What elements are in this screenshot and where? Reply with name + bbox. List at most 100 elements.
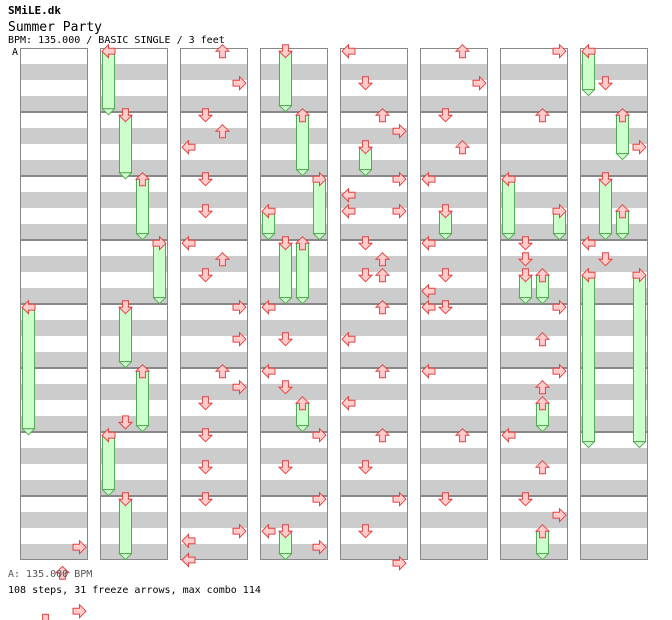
freeze-arrow [633,274,646,443]
freeze-tail [278,297,293,305]
beat-stripe [180,96,248,112]
step-arrow-left [261,299,276,315]
beat-stripe [500,160,568,176]
measure-border [260,112,328,176]
beat-stripe [260,448,328,464]
freeze-tail [135,425,150,433]
measure-border [100,48,168,112]
step-arrow-up [374,299,391,315]
beat-stripe [500,256,568,272]
freeze-head-arrow [117,108,134,123]
measure-border [260,432,328,496]
beat-stripe [20,448,88,464]
beat-stripe [260,544,328,560]
beat-stripe [20,256,88,272]
step-arrow-down [197,396,214,411]
step-arrow-up [374,363,391,379]
step-arrow-down [197,428,214,443]
step-arrow-right [392,491,407,507]
step-arrow-right [312,491,327,507]
beat-stripe [180,416,248,432]
beat-stripe [100,512,168,528]
beat-stripe [500,96,568,112]
freeze-head-arrow [294,395,311,411]
step-arrow-up [374,251,391,267]
measure-border [580,304,648,368]
freeze-tail [295,297,310,305]
freeze-arrow [102,50,115,110]
beat-stripe [100,544,168,560]
measure-border [20,304,88,368]
beat-stripe [580,544,648,560]
beat-stripe [580,288,648,304]
measure-border [180,112,248,176]
measure-border [340,432,408,496]
beat-stripe [100,128,168,144]
site-logo[interactable]: SMiLE.dk [8,4,61,17]
step-arrow-down [517,492,534,507]
measure-border [500,304,568,368]
beat-stripe [20,384,88,400]
freeze-head-arrow [581,267,596,283]
step-arrow-right [632,139,647,155]
freeze-arrow [22,306,35,430]
beat-stripe [580,352,648,368]
beat-stripe [20,64,88,80]
beat-stripe [180,448,248,464]
beat-stripe [180,480,248,496]
freeze-head-arrow [517,268,534,283]
measure-border [180,496,248,560]
beat-stripe [20,192,88,208]
beat-stripe [500,128,568,144]
beat-stripe [100,224,168,240]
freeze-arrow [279,50,292,107]
step-arrow-right [392,555,407,571]
beat-stripe [500,288,568,304]
measure-border [180,368,248,432]
step-arrow-left [181,533,196,549]
beat-stripe [100,416,168,432]
freeze-tail [518,297,533,305]
beat-stripe [260,96,328,112]
freeze-tail [118,553,133,561]
beat-stripe [340,352,408,368]
freeze-tail [581,441,596,449]
beat-stripe [180,64,248,80]
freeze-head-arrow [581,43,596,59]
step-arrow-down [517,236,534,251]
beat-stripe [260,224,328,240]
beat-stripe [340,320,408,336]
beat-stripe [180,384,248,400]
freeze-tail [118,361,133,369]
freeze-arrow [119,306,132,363]
step-arrow-left [581,235,596,251]
step-arrow-up [534,459,551,475]
step-arrow-down [197,460,214,475]
measure-border [420,48,488,112]
beat-stripe [180,320,248,336]
beat-stripe [580,448,648,464]
freeze-head-arrow [632,267,647,283]
measure-border [580,176,648,240]
step-arrow-up [214,123,231,139]
beat-stripe [500,416,568,432]
measure-border [100,304,168,368]
measure-border [580,496,648,560]
step-arrow-down [197,492,214,507]
step-arrow-down [357,76,374,91]
measure-border [420,368,488,432]
freeze-head-arrow [101,427,116,443]
beat-stripe [420,320,488,336]
measure-border [500,432,568,496]
step-arrow-right [312,539,327,555]
measure-border [340,240,408,304]
beat-stripe [420,544,488,560]
step-arrow-left [421,171,436,187]
beat-stripe [500,192,568,208]
freeze-head-arrow [101,43,116,59]
beat-stripe [180,352,248,368]
beat-stripe [260,416,328,432]
freeze-tail [261,233,276,241]
beat-stripe [100,64,168,80]
beat-stripe [420,480,488,496]
